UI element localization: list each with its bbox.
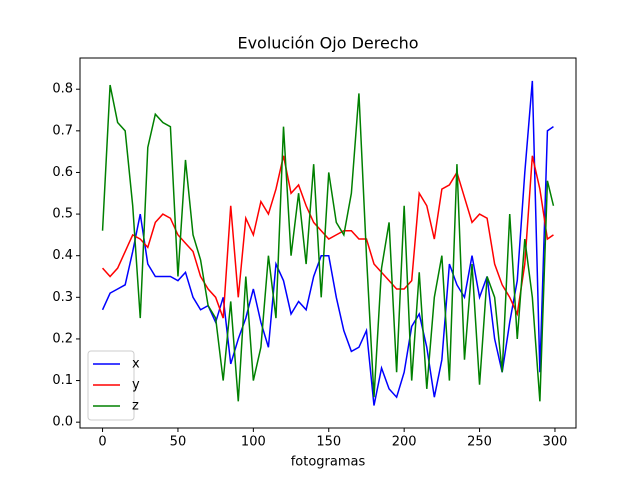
x-tick-label: 250 xyxy=(467,435,492,450)
series-line xyxy=(101,80,554,406)
y-tick-label: 0.8 xyxy=(52,82,73,97)
legend-label: x xyxy=(132,357,140,372)
legend-label: z xyxy=(132,399,139,414)
x-tick-label: 100 xyxy=(241,435,266,450)
y-tick-label: 0.7 xyxy=(52,123,73,138)
y-tick-label: 0.3 xyxy=(52,290,73,305)
y-tick-label: 0.2 xyxy=(52,331,73,346)
plot-frame xyxy=(79,57,577,429)
series-line xyxy=(101,84,555,402)
y-tick-label: 0.6 xyxy=(52,165,73,180)
x-tick-label: 200 xyxy=(392,435,417,450)
chart-title: Evolución Ojo Derecho xyxy=(237,34,418,53)
y-tick-label: 0.0 xyxy=(52,415,73,430)
x-axis-label: fotogramas xyxy=(291,455,366,470)
y-tick-label: 0.5 xyxy=(52,207,73,222)
legend-label: y xyxy=(132,378,140,393)
y-tick-label: 0.4 xyxy=(52,248,73,263)
x-tick-label: 150 xyxy=(316,435,341,450)
x-tick-label: 0 xyxy=(98,435,106,450)
series-line xyxy=(101,155,554,319)
x-tick-label: 50 xyxy=(170,435,187,450)
y-tick-label: 0.1 xyxy=(52,373,73,388)
x-tick-label: 300 xyxy=(543,435,568,450)
